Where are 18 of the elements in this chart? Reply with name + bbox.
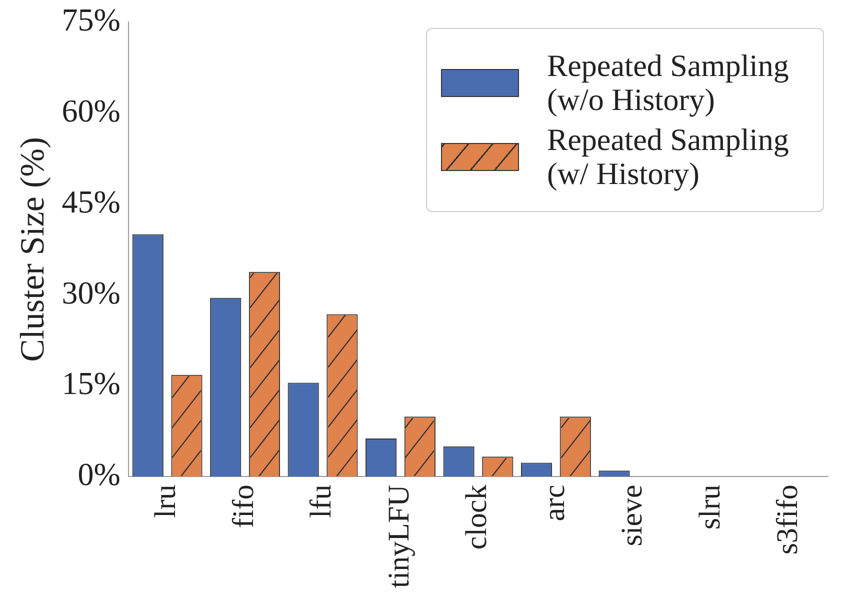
- y-tick-label: 45%: [62, 183, 120, 220]
- x-tick-label: tinyLFU: [382, 484, 416, 588]
- y-tick-label: 30%: [62, 274, 120, 310]
- y-tick-label: 75%: [62, 2, 120, 38]
- x-tick-label: arc: [538, 484, 571, 522]
- x-tick-label: s3fifo: [771, 484, 804, 555]
- legend-label: Repeated Sampling (w/ History): [547, 122, 790, 192]
- x-tick-label: clock: [460, 484, 494, 550]
- x-tick-label: sieve: [616, 484, 649, 546]
- y-tick-label: 60%: [62, 92, 120, 128]
- x-tick-label: fifo: [226, 484, 260, 528]
- legend-label: Repeated Sampling (w/o History): [547, 48, 790, 118]
- y-tick-label: 0%: [78, 456, 120, 492]
- x-tick-label: lfu: [304, 484, 338, 518]
- y-axis-title: Cluster Size (%): [14, 137, 52, 362]
- x-tick-label: lru: [149, 484, 182, 518]
- y-tick-label: 15%: [62, 365, 120, 402]
- x-tick-label: slru: [693, 484, 726, 530]
